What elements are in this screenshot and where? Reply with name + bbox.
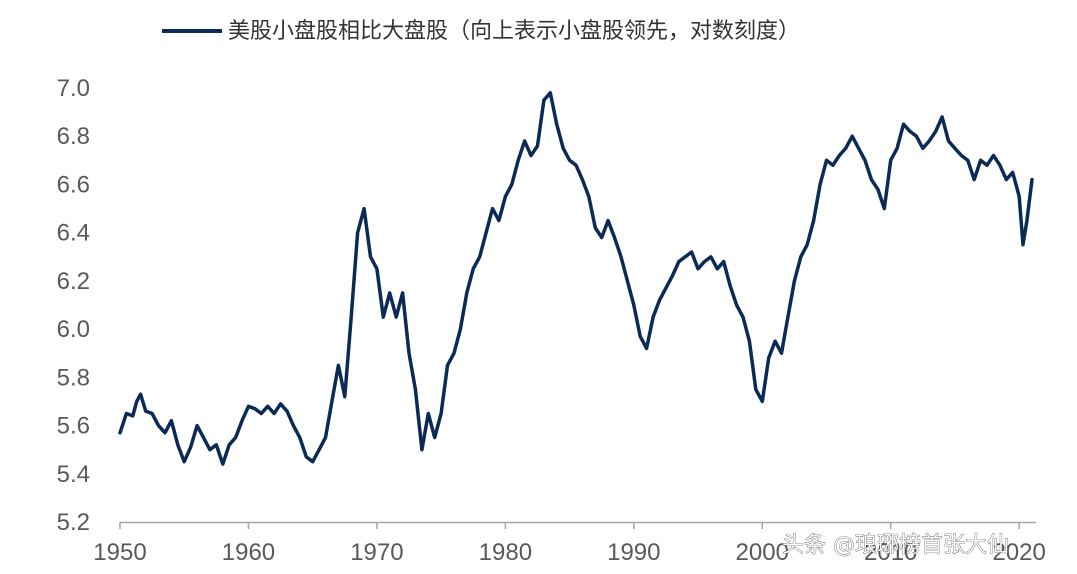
watermark-text: 头条 @琅琊榜首张大仙 [782, 533, 1009, 558]
y-tick-label: 6.8 [57, 123, 90, 150]
y-tick-label: 5.2 [57, 509, 90, 536]
x-tick-label: 2020 [992, 539, 1045, 566]
legend-label: 美股小盘股相比大盘股（向上表示小盘股领先，对数刻度） [228, 19, 800, 44]
y-tick-label: 6.2 [57, 268, 90, 295]
x-tick-label: 2000 [736, 539, 789, 566]
series-line-small-vs-large-cap [118, 91, 1034, 466]
y-tick-label: 5.8 [57, 364, 90, 391]
y-tick-label: 7.0 [57, 75, 90, 102]
x-axis: 1950 1960 1970 1980 1990 2000 2010 2020 [93, 521, 1046, 566]
x-tick-label: 1950 [93, 539, 146, 566]
x-tick-label: 1960 [222, 539, 275, 566]
x-tick-label: 1990 [607, 539, 660, 566]
y-tick-label: 5.4 [57, 461, 90, 488]
chart-legend: 美股小盘股相比大盘股（向上表示小盘股领先，对数刻度） [162, 19, 800, 44]
y-axis: 5.2 5.4 5.6 5.8 6.0 6.2 6.4 6.6 6.8 7.0 [57, 75, 90, 536]
x-tick-label: 1980 [479, 539, 532, 566]
x-tick-label: 2010 [864, 539, 917, 566]
y-tick-label: 6.4 [57, 220, 90, 247]
x-tick-label: 1970 [350, 539, 403, 566]
y-tick-label: 6.6 [57, 171, 90, 198]
plot-area [118, 91, 1034, 466]
y-tick-label: 6.0 [57, 316, 90, 343]
y-tick-label: 5.6 [57, 413, 90, 440]
